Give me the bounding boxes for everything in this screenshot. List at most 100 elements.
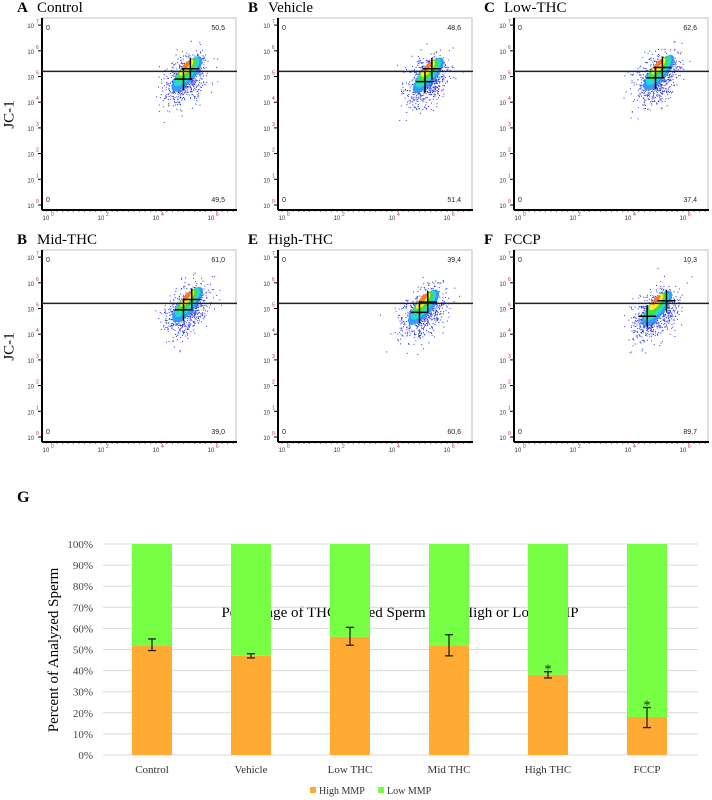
x-tick-label: 10 [334,216,341,222]
y-tick-label: 20% [73,708,93,720]
y-tick-label: 10 [27,76,34,82]
y-tick-exponent: 2 [272,380,275,386]
x-tick-exponent: 2 [578,444,581,450]
plot-frame [277,17,473,211]
y-axis-label: JC-1 [1,100,18,129]
quadrant-percent-q_ll: 0 [518,429,522,436]
x-tick-exponent: 0 [51,444,54,450]
y-tick-exponent: 3 [36,122,39,128]
x-tick-exponent: 2 [578,212,581,218]
y-tick-label: 10 [263,436,270,442]
panel-title: B Vehicle [248,0,313,17]
y-tick-label: 10 [263,76,270,82]
x-tick-label: High THC [525,764,572,776]
x-tick-exponent: 2 [106,444,109,450]
panel-label-g: G [17,489,30,506]
y-tick-exponent: 1 [272,173,275,179]
y-tick-label: 10 [27,436,34,442]
x-tick-label: 10 [515,216,522,222]
y-tick-label: 10 [27,178,34,184]
panel-letter: A [17,0,28,16]
x-tick-exponent: 0 [51,212,54,218]
quadrant-percent-q_lr: 89,7 [683,429,697,436]
x-tick-exponent: 0 [523,444,526,450]
quadrant-percent-q_ul: 0 [46,257,50,264]
quadrant-percent-q_ll: 0 [518,197,522,204]
panel-letter: B [248,0,259,16]
bar-low-mmp [528,544,568,675]
y-tick-exponent: 6 [272,45,275,51]
x-tick-exponent: 2 [106,212,109,218]
y-tick-exponent: 5 [36,303,39,309]
panel-title: B Mid-THC [17,232,97,249]
panel-letter: B [17,232,28,248]
quadrant-percent-q_ul: 0 [518,25,522,32]
y-tick-label: 10 [27,410,34,416]
y-tick-label: 10 [27,333,34,339]
bar-low-mmp [429,544,469,646]
flow-panel-vehicle: B Vehicle 10 0 10 1 10 2 10 3 10 4 10 5 10 6 10 7 10 0 10 2 10… [236,0,473,232]
y-axis-label: JC-1 [1,332,18,361]
panel-title: F FCCP [484,232,541,249]
quadrant-percent-q_lr: 51,4 [447,197,461,204]
legend-label: High MMP [319,786,365,797]
event-cloud [623,40,691,120]
y-tick-label: 10 [499,282,506,288]
quadrant-percent-q_ll: 0 [282,197,286,204]
y-tick-exponent: 3 [272,122,275,128]
y-tick-label: 10 [27,153,34,159]
x-tick-label: 10 [389,216,396,222]
y-tick-exponent: 3 [272,354,275,360]
legend-label: Low MMP [387,786,432,797]
flow-panel-high-thc: E High-THC 10 0 10 1 10 2 10 3 10 4 10 5 10 6 10 7 10 0 10 2 1… [236,232,473,464]
quadrant-percent-q_lr: 60,6 [447,429,461,436]
x-tick-exponent: 4 [161,444,164,450]
y-tick-exponent: 6 [508,45,511,51]
x-tick-label: 10 [515,448,522,454]
y-tick-label: 10% [73,729,93,741]
legend-swatch [378,787,384,793]
event-cloud [155,272,222,353]
panel-name: Low-THC [504,0,567,16]
y-tick-exponent: 4 [36,96,39,102]
y-tick-label: 10 [27,359,34,365]
y-tick-exponent: 4 [508,328,511,334]
y-tick-label: 10 [263,204,270,210]
panel-letter: E [248,232,259,248]
x-tick-label: 10 [43,448,50,454]
y-tick-label: 10 [27,50,34,56]
x-tick-exponent: 0 [523,212,526,218]
y-tick-label: 10 [499,24,506,30]
y-axis-label: Percent of Analyzed Sperm [46,567,62,732]
x-tick-label: Mid THC [428,764,471,776]
bar-low-mmp [231,544,271,656]
panel-name: FCCP [504,232,541,248]
x-tick-label: 10 [570,216,577,222]
plot-frame [41,17,237,211]
y-tick-label: 10 [499,333,506,339]
y-tick-exponent: 5 [36,71,39,77]
y-tick-label: 10 [499,385,506,391]
y-tick-exponent: 3 [36,354,39,360]
y-tick-exponent: 5 [508,303,511,309]
quadrant-percent-q_ur: 62,6 [683,25,697,32]
y-tick-label: 10 [499,256,506,262]
y-tick-exponent: 7 [36,19,39,25]
y-tick-label: 10 [263,308,270,314]
y-tick-exponent: 4 [508,96,511,102]
y-tick-exponent: 0 [36,199,39,205]
y-tick-label: 10 [27,127,34,133]
x-tick-label: 10 [625,448,632,454]
y-tick-label: 10 [263,153,270,159]
bar-low-mmp [132,544,172,646]
quadrant-percent-q_ul: 0 [518,257,522,264]
panel-letter: C [484,0,495,16]
quadrant-percent-q_lr: 39,0 [211,429,225,436]
y-tick-label: 30% [73,687,93,699]
panel-name: Control [37,0,83,16]
quadrant-percent-q_lr: 49,5 [211,197,225,204]
x-tick-exponent: 4 [633,444,636,450]
y-tick-exponent: 5 [508,71,511,77]
y-tick-label: 10 [263,127,270,133]
